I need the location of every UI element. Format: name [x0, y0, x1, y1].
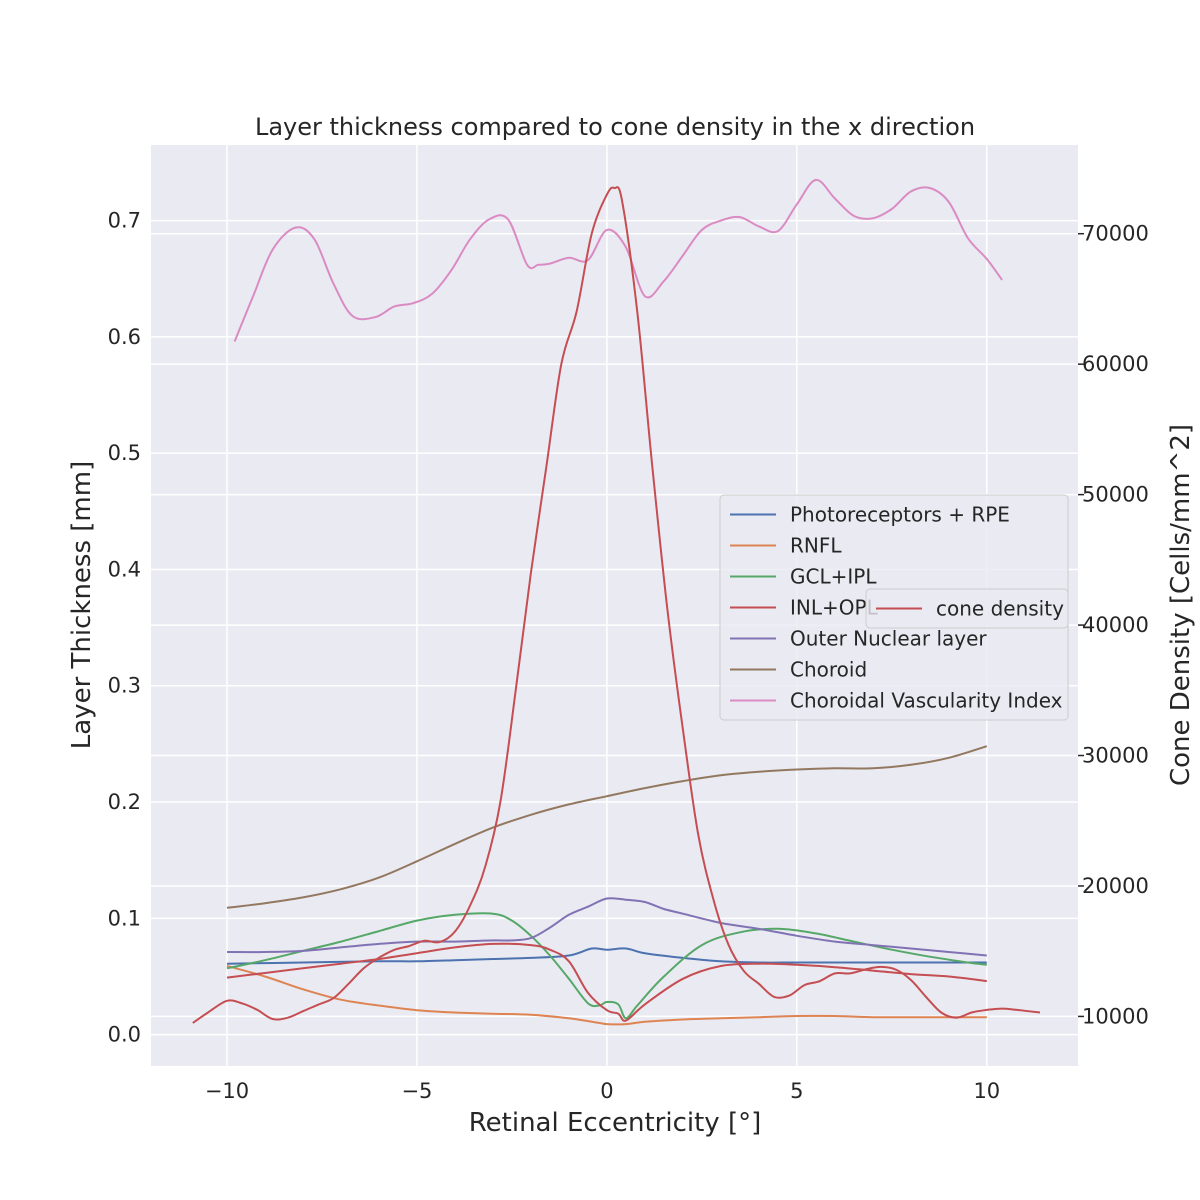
series-line-gcl-ipl — [226, 912, 987, 1020]
grid — [151, 145, 1078, 1066]
y-tick-label: 0.4 — [108, 557, 141, 581]
y-tick-label: 0.1 — [108, 906, 141, 930]
series-line-photoreceptors-rpe — [226, 947, 987, 965]
y-tick-label: 0.5 — [108, 441, 141, 465]
series-line-outer-nuclear-layer — [226, 897, 987, 957]
x-axis-label: Retinal Eccentricity [°] — [469, 1108, 761, 1138]
left-y-axis-label: Layer Thickness [mm] — [67, 461, 97, 749]
x-axis-ticks: −10 −5 0 5 10 — [205, 1079, 1000, 1103]
series-line-rnfl — [226, 965, 987, 1026]
y-tick-label: 0.2 — [108, 790, 141, 814]
right-y-axis-ticks: 10000 20000 30000 40000 50000 60000 70000 — [1078, 222, 1149, 1028]
chart-title: Layer thickness compared to cone density… — [255, 113, 975, 141]
y-tick-label: 0.0 — [108, 1023, 141, 1047]
x-tick-label: 5 — [790, 1079, 803, 1103]
y2-tick-label: 70000 — [1082, 222, 1149, 246]
legend-label: Choroidal Vascularity Index — [790, 689, 1063, 713]
series-line-inl-opl — [226, 942, 987, 1022]
y-tick-label: 0.7 — [108, 209, 141, 233]
legend-label: INL+OPL — [790, 596, 879, 620]
y2-tick-label: 30000 — [1082, 744, 1149, 768]
series-lines — [192, 178, 1041, 1026]
legend-label: RNFL — [790, 534, 842, 558]
left-y-axis-ticks: 0.0 0.1 0.2 0.3 0.4 0.5 0.6 0.7 — [108, 209, 141, 1047]
y2-tick-label: 20000 — [1082, 874, 1149, 898]
x-tick-label: −10 — [205, 1079, 249, 1103]
x-tick-label: 10 — [973, 1079, 1000, 1103]
series-line-choroid — [226, 745, 988, 909]
legend-label: cone density — [936, 597, 1064, 621]
legend-right: cone density — [865, 588, 1069, 629]
legend-frame — [865, 588, 1069, 629]
y2-tick-label: 40000 — [1082, 613, 1149, 637]
y2-tick-label: 10000 — [1082, 1004, 1149, 1028]
legend-label: Photoreceptors + RPE — [790, 503, 1010, 527]
y-tick-label: 0.3 — [108, 674, 141, 698]
right-y-axis-label: Cone Density [Cells/mm^2] — [1166, 424, 1196, 786]
x-tick-label: 0 — [600, 1079, 613, 1103]
y2-tick-label: 60000 — [1082, 352, 1149, 376]
series-line-choroidal-vascularity-index — [233, 178, 1003, 342]
series-line-cone-density — [192, 186, 1041, 1024]
y2-tick-label: 50000 — [1082, 483, 1149, 507]
y-tick-label: 0.6 — [108, 325, 141, 349]
legend-label: GCL+IPL — [790, 565, 877, 589]
legend-label: Choroid — [790, 658, 867, 682]
legend-label: Outer Nuclear layer — [790, 627, 987, 651]
x-tick-label: −5 — [401, 1079, 432, 1103]
